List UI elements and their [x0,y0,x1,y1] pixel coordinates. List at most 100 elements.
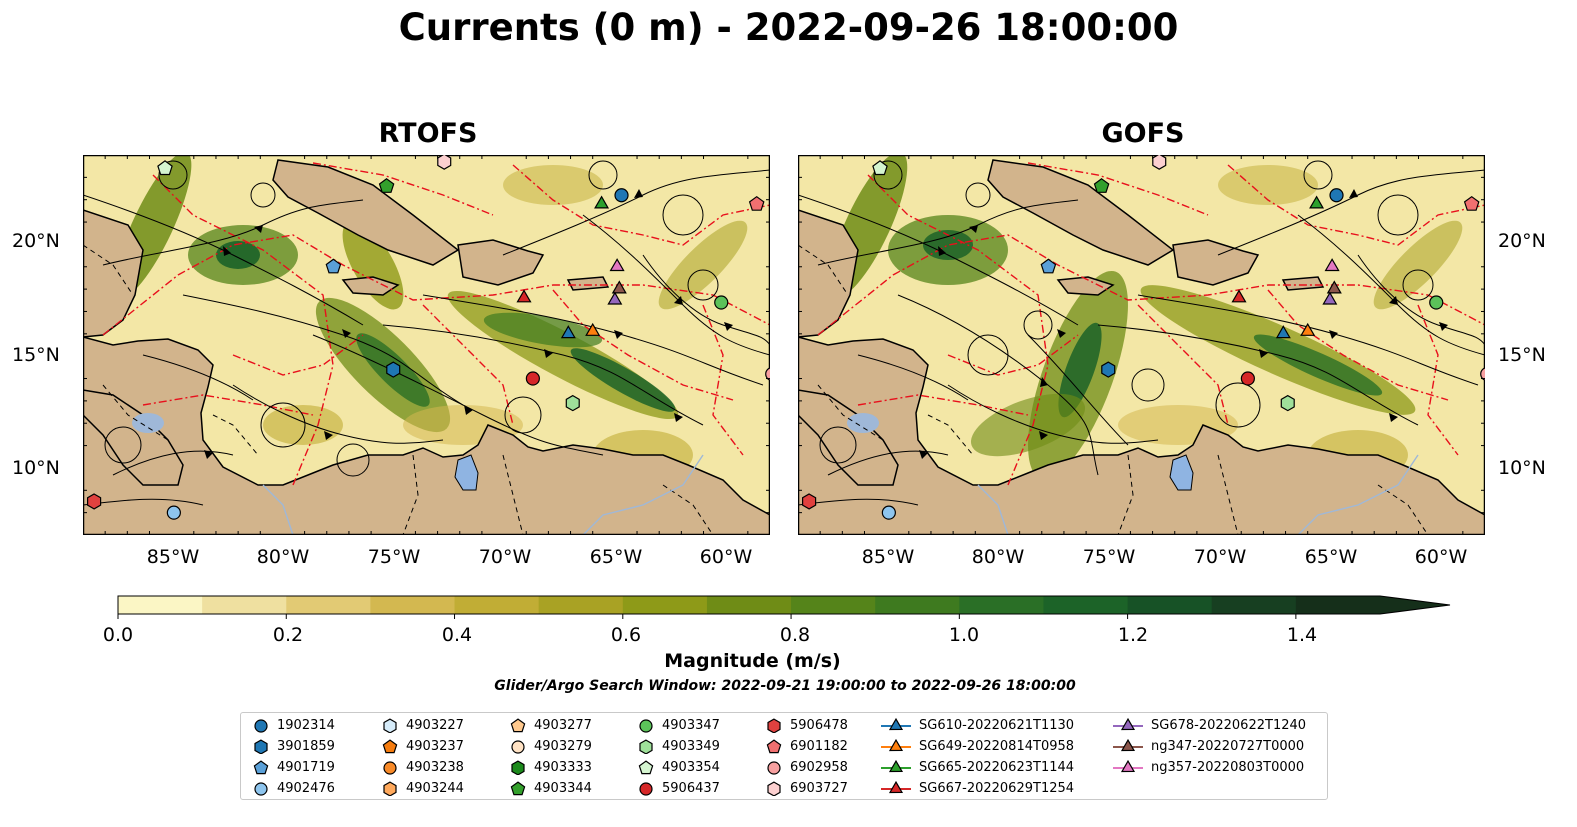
legend-item: 4903244 [382,779,464,797]
lon-label-70w-gofs: 70°W [1193,546,1247,568]
magnitude-colorbar [117,595,1451,619]
colorbar-tick-0-6: 0.6 [610,624,642,646]
legend-label: ng357-20220803T0000 [1151,759,1305,775]
legend-item: ng357-20220803T0000 [1113,758,1304,776]
lat-label-20n-left: 20°N [12,230,60,252]
colorbar-tick-0-0: 0.0 [102,624,134,646]
platform-marker-1902314 [1329,188,1344,203]
legend-item: 6902958 [766,758,848,776]
colorbar-bin [538,596,624,614]
lon-label-75w-rtofs: 75°W [367,546,421,568]
axis-ticks [83,155,770,535]
legend-pentagon-marker [253,760,269,775]
lon-label-60w-gofs: 60°W [1414,546,1468,568]
platform-marker-3901859 [1101,361,1116,378]
platform-marker-6901182 [748,195,765,211]
rivers [977,454,1419,535]
legend-label: 4903238 [406,759,464,775]
legend-label: 1902314 [277,717,335,733]
platform-marker-4903347 [1429,295,1444,310]
legend-circle-marker [254,782,268,796]
rivers [262,454,704,535]
colorbar-tick-1-4: 1.4 [1286,624,1318,646]
legend-label: 6901182 [790,738,848,754]
colorbar-label: Magnitude (m/s) [664,650,841,672]
legend-item: 6901182 [766,737,848,755]
legend-pentagon-marker [382,739,398,754]
legend-hexagon-marker [767,781,781,796]
colorbar-tick-0-8: 0.8 [779,624,811,646]
legend-circle-marker [254,719,268,733]
platform-marker-6902958 [1480,367,1485,381]
legend-label: 4903344 [534,780,592,796]
colorbar-bin [791,596,876,614]
legend-item: 5906437 [638,779,720,797]
platform-marker-sg665-20220623t1144 [594,195,610,209]
legend-circle-marker [639,719,653,733]
legend-label: SG649-20220814T0958 [919,738,1075,754]
colorbar-tick-1-0: 1.0 [948,624,980,646]
legend-hexagon-marker [767,718,781,733]
platform-marker-sg610-20220621t1130 [1275,325,1291,339]
legend-item: 4903279 [510,737,592,755]
legend-item: 4903277 [510,716,592,734]
colorbar-bin [118,596,203,614]
legend-item: 4903237 [382,737,464,755]
lon-label-60w-rtofs: 60°W [699,546,753,568]
legend-label: 4903279 [534,738,592,754]
legend-item: 4901719 [253,758,335,776]
legend-triangle-marker [881,717,911,731]
legend-label: 4903333 [534,759,592,775]
colorbar-bin [286,596,371,614]
legend-label: 4903237 [406,738,464,754]
legend-label: 4903227 [406,717,464,733]
legend-triangle-marker [1113,717,1143,731]
platform-marker-sg678-20220622t1240 [607,291,623,305]
legend-label: 4903349 [662,738,720,754]
lon-label-85w-rtofs: 85°W [146,546,200,568]
legend-item: 3901859 [253,737,335,755]
platform-marker-4903354 [157,160,173,176]
colorbar-bin [706,596,792,614]
platform-marker-6902958 [765,367,770,381]
land-masses [798,159,1485,535]
legend-hexagon-marker [511,760,525,775]
legend-label: 4903354 [662,759,720,775]
legend-item: 4902476 [253,779,335,797]
platform-marker-4901719 [325,258,342,274]
land-masses [83,159,770,535]
streamline-arrows [919,189,1448,459]
platform-marker-3901859 [386,361,401,378]
colorbar-bin [454,596,540,614]
legend-label: SG665-20220623T1144 [919,759,1075,775]
colorbar-bin [202,596,287,614]
legend-label: 6902958 [790,759,848,775]
legend-label: 6903727 [790,780,848,796]
lon-label-70w-rtofs: 70°W [478,546,532,568]
legend-item: 4903333 [510,758,592,776]
lat-label-15n-left: 15°N [12,344,60,366]
colorbar-tick-1-2: 1.2 [1117,624,1149,646]
lakes [132,413,479,491]
legend-label: 3901859 [277,738,335,754]
platform-marker-4902476 [881,505,896,520]
legend-label: SG678-20220622T1240 [1151,717,1307,733]
lon-label-65w-gofs: 65°W [1304,546,1358,568]
legend-item: 6903727 [766,779,848,797]
streamlines [83,160,770,506]
platform-marker-5906437 [1240,371,1255,386]
colorbar-bin [1295,596,1381,614]
platform-marker-5906478 [801,493,817,510]
platform-marker-4903349 [1280,394,1295,412]
platform-marker-ng347-20220727t0000 [1326,280,1342,294]
legend-item: SG610-20220621T1130 [881,716,1074,734]
legend-hexagon-marker [383,718,397,733]
legend-triangle-marker [881,780,911,794]
legend-triangle-marker [1113,738,1143,752]
platform-marker-4903354 [872,160,888,176]
platform-marker-4902476 [166,505,181,520]
lat-label-15n-right: 15°N [1498,344,1546,366]
legend-label: 4903347 [662,717,720,733]
platform-marker-4901719 [1040,258,1057,274]
colorbar-bin [875,596,960,614]
